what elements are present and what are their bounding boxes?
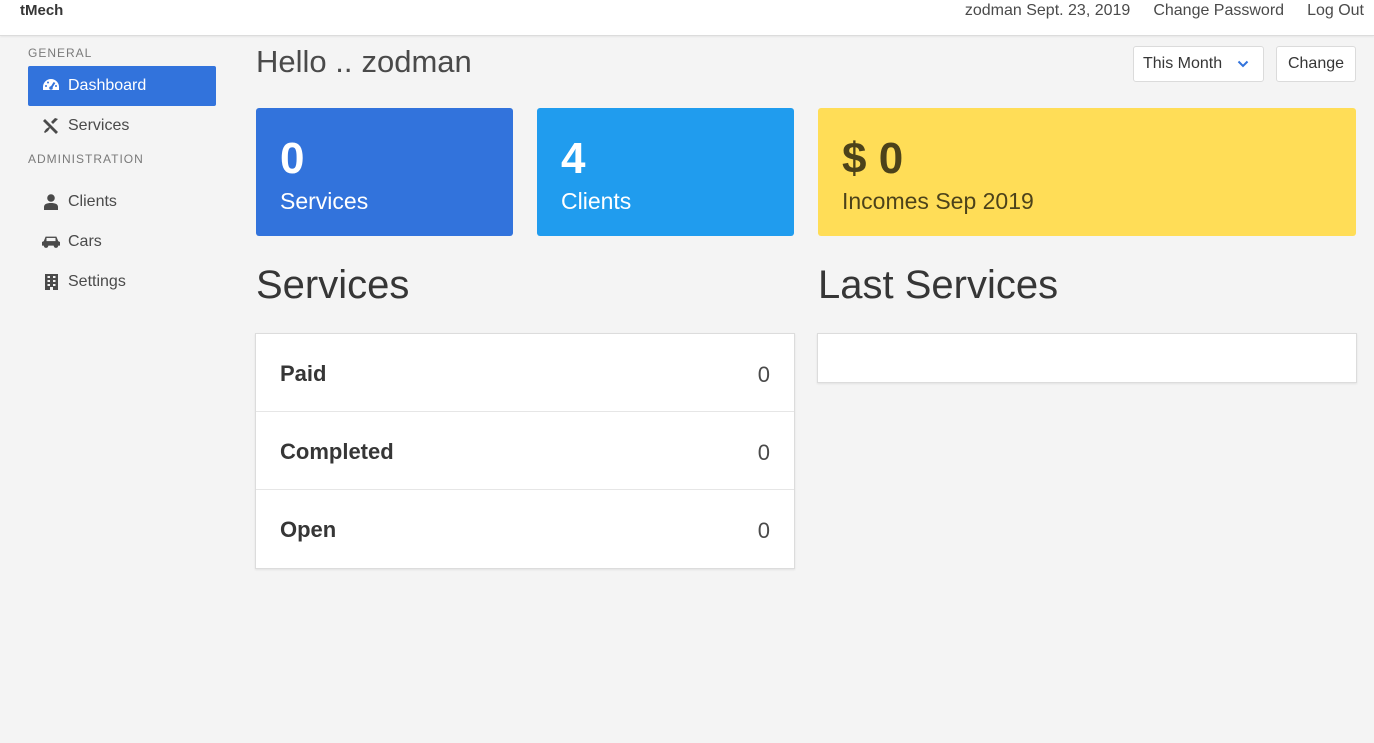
sidebar-item-label: Dashboard — [68, 77, 147, 94]
brand-logo[interactable]: tMech — [20, 2, 64, 19]
status-name: Completed — [280, 439, 394, 464]
status-count: 0 — [757, 440, 770, 465]
greeting-text: Hello .. — [256, 44, 353, 79]
services-status-panel: Paid 0 Completed 0 Open 0 — [255, 333, 795, 569]
sidebar-item-label: Services — [68, 117, 130, 134]
page-greeting: Hello .. zodman — [256, 44, 472, 80]
status-row-open: Open 0 — [256, 490, 794, 568]
status-name: Paid — [280, 361, 327, 386]
menu-label-general: GENERAL — [28, 46, 93, 60]
sidebar-item-label: Clients — [68, 193, 117, 210]
greeting-username: zodman — [361, 44, 472, 79]
tachometer-icon — [42, 77, 60, 95]
sidebar-item-settings[interactable]: Settings — [28, 262, 216, 302]
change-button[interactable]: Change — [1276, 46, 1356, 82]
user-date-text: zodman Sept. 23, 2019 — [964, 2, 1131, 19]
services-count: 0 — [280, 134, 305, 183]
menu-label-administration: ADMINISTRATION — [28, 152, 144, 166]
income-stat-label: Incomes Sep 2019 — [842, 188, 1034, 214]
change-password-link[interactable]: Change Password — [1153, 2, 1285, 19]
services-stat-label: Services — [280, 188, 369, 214]
services-stat-card: 0 Services — [256, 108, 513, 236]
status-row-paid: Paid 0 — [256, 334, 794, 412]
income-amount: $ 0 — [842, 134, 904, 183]
car-icon — [42, 233, 60, 251]
status-count: 0 — [757, 362, 770, 387]
chevron-down-icon — [1237, 57, 1249, 75]
sidebar-item-label: Cars — [68, 233, 102, 250]
logout-link[interactable]: Log Out — [1307, 2, 1364, 19]
status-row-completed: Completed 0 — [256, 412, 794, 490]
period-select-value: This Month — [1143, 55, 1223, 72]
income-stat-card: $ 0 Incomes Sep 2019 — [818, 108, 1356, 236]
last-services-panel — [817, 333, 1357, 383]
sidebar-menu: GENERAL Dashboard Services ADMINISTRATIO… — [28, 36, 216, 302]
sidebar-item-label: Settings — [68, 273, 126, 290]
status-count: 0 — [757, 518, 770, 543]
top-navbar: tMech zodman Sept. 23, 2019 Change Passw… — [0, 0, 1374, 36]
clients-stat-label: Clients — [561, 188, 632, 214]
period-select[interactable]: This Month — [1133, 46, 1264, 82]
sidebar-item-dashboard[interactable]: Dashboard — [28, 66, 216, 106]
clients-count: 4 — [561, 134, 586, 183]
sidebar-item-clients[interactable]: Clients — [28, 182, 216, 222]
clients-stat-card: 4 Clients — [537, 108, 794, 236]
sidebar-item-cars[interactable]: Cars — [28, 222, 216, 262]
navbar-right: zodman Sept. 23, 2019 Change Password Lo… — [965, 2, 1364, 20]
services-section-title: Services — [256, 263, 410, 307]
sidebar-item-services[interactable]: Services — [28, 106, 216, 146]
tools-icon — [42, 117, 60, 135]
user-icon — [42, 193, 60, 211]
building-icon — [42, 273, 60, 291]
last-services-section-title: Last Services — [818, 263, 1059, 307]
status-name: Open — [280, 517, 337, 542]
